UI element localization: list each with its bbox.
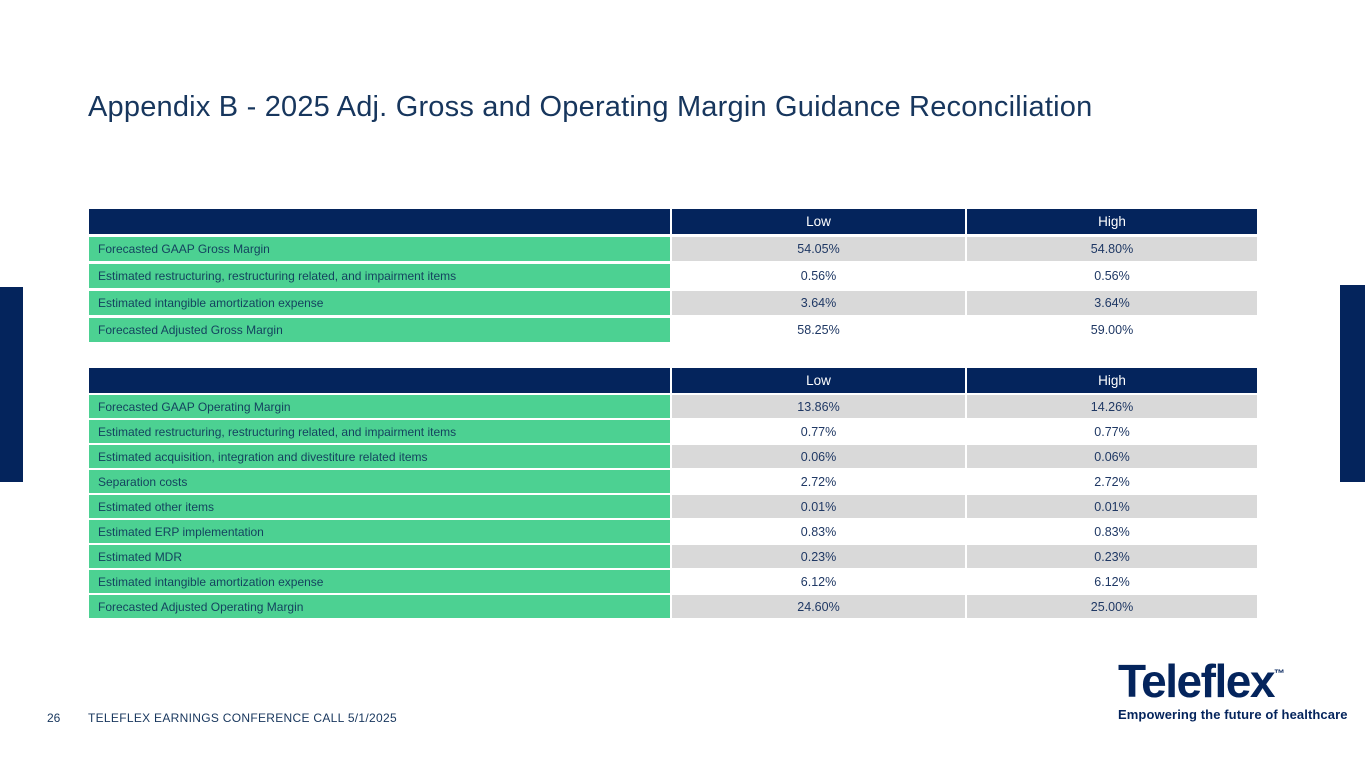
row-value-high: 2.72% (967, 470, 1257, 493)
row-label: Estimated MDR (89, 545, 670, 568)
column-header-low: Low (672, 209, 965, 234)
footer-text: TELEFLEX EARNINGS CONFERENCE CALL 5/1/20… (88, 711, 397, 725)
table-row: Estimated ERP implementation 0.83% 0.83% (89, 520, 1258, 543)
left-accent-bar (0, 287, 23, 482)
table-row: Estimated intangible amortization expens… (89, 570, 1258, 593)
row-value-low: 6.12% (672, 570, 965, 593)
row-label: Forecasted GAAP Gross Margin (89, 237, 670, 261)
teleflex-logo: Teleflex™ Empowering the future of healt… (1118, 650, 1348, 722)
column-header-low: Low (672, 368, 965, 393)
row-value-high: 0.01% (967, 495, 1257, 518)
row-value-low: 54.05% (672, 237, 965, 261)
row-label: Forecasted Adjusted Gross Margin (89, 318, 670, 342)
row-label: Forecasted Adjusted Operating Margin (89, 595, 670, 618)
table-row: Estimated MDR 0.23% 0.23% (89, 545, 1258, 568)
row-value-high: 0.23% (967, 545, 1257, 568)
row-value-low: 0.06% (672, 445, 965, 468)
table-header-spacer (89, 209, 670, 234)
row-value-high: 3.64% (967, 291, 1257, 315)
gross-margin-table: Low High Forecasted GAAP Gross Margin 54… (89, 209, 1258, 342)
row-label: Separation costs (89, 470, 670, 493)
row-value-high: 0.56% (967, 264, 1257, 288)
row-value-high: 0.06% (967, 445, 1257, 468)
table-row: Estimated restructuring, restructuring r… (89, 420, 1258, 443)
table-row: Estimated restructuring, restructuring r… (89, 264, 1258, 288)
table-header-row: Low High (89, 209, 1258, 234)
table-row: Forecasted Adjusted Gross Margin 58.25% … (89, 318, 1258, 342)
table-row: Estimated other items 0.01% 0.01% (89, 495, 1258, 518)
page-title: Appendix B - 2025 Adj. Gross and Operati… (88, 91, 1093, 123)
row-value-high: 54.80% (967, 237, 1257, 261)
operating-margin-table: Low High Forecasted GAAP Operating Margi… (89, 368, 1258, 618)
row-value-high: 59.00% (967, 318, 1257, 342)
column-header-high: High (967, 368, 1257, 393)
row-value-low: 0.01% (672, 495, 965, 518)
row-value-low: 0.77% (672, 420, 965, 443)
right-accent-bar (1340, 285, 1365, 482)
page-number: 26 (47, 711, 61, 725)
row-label: Estimated restructuring, restructuring r… (89, 420, 670, 443)
row-value-high: 0.83% (967, 520, 1257, 543)
row-label: Forecasted GAAP Operating Margin (89, 395, 670, 418)
table-row: Forecasted GAAP Gross Margin 54.05% 54.8… (89, 237, 1258, 261)
column-header-high: High (967, 209, 1257, 234)
logo-wordmark: Teleflex™ (1118, 655, 1285, 707)
row-label: Estimated ERP implementation (89, 520, 670, 543)
row-label: Estimated acquisition, integration and d… (89, 445, 670, 468)
row-label: Estimated restructuring, restructuring r… (89, 264, 670, 288)
row-value-low: 0.83% (672, 520, 965, 543)
row-label: Estimated intangible amortization expens… (89, 570, 670, 593)
row-value-low: 0.23% (672, 545, 965, 568)
logo-tagline: Empowering the future of healthcare (1118, 707, 1348, 722)
trademark-symbol: ™ (1273, 668, 1285, 680)
table-row: Estimated acquisition, integration and d… (89, 445, 1258, 468)
table-header-spacer (89, 368, 670, 393)
row-label: Estimated other items (89, 495, 670, 518)
row-value-low: 58.25% (672, 318, 965, 342)
row-value-low: 3.64% (672, 291, 965, 315)
row-value-high: 0.77% (967, 420, 1257, 443)
row-value-low: 0.56% (672, 264, 965, 288)
row-value-low: 2.72% (672, 470, 965, 493)
table-row: Separation costs 2.72% 2.72% (89, 470, 1258, 493)
table-row: Estimated intangible amortization expens… (89, 291, 1258, 315)
row-value-high: 25.00% (967, 595, 1257, 618)
table-row: Forecasted Adjusted Operating Margin 24.… (89, 595, 1258, 618)
table-row: Forecasted GAAP Operating Margin 13.86% … (89, 395, 1258, 418)
table-header-row: Low High (89, 368, 1258, 393)
row-value-high: 6.12% (967, 570, 1257, 593)
row-label: Estimated intangible amortization expens… (89, 291, 670, 315)
row-value-high: 14.26% (967, 395, 1257, 418)
row-value-low: 24.60% (672, 595, 965, 618)
row-value-low: 13.86% (672, 395, 965, 418)
